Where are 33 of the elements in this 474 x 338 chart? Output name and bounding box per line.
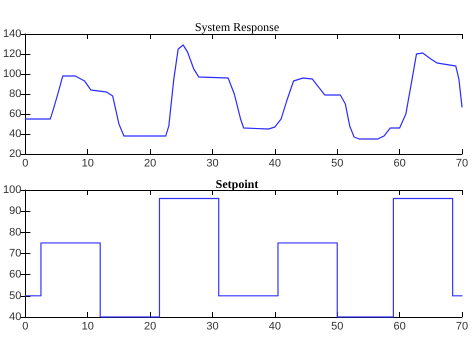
- x-tick-label: 40: [268, 158, 281, 170]
- y-tick-label: 100: [2, 184, 22, 196]
- y-tick-label: 100: [2, 68, 22, 80]
- x-tick-label: 10: [82, 320, 94, 332]
- y-tick-label: 40: [9, 128, 22, 140]
- x-tick-label: 70: [456, 320, 468, 332]
- chart-title: System Response: [194, 20, 280, 34]
- y-tick-label: 50: [9, 290, 22, 302]
- x-tick-label: 20: [144, 158, 156, 170]
- x-tick-label: 40: [268, 320, 281, 332]
- x-tick-label: 20: [144, 320, 156, 332]
- y-tick-label: 70: [9, 248, 22, 260]
- y-tick-label: 120: [2, 48, 22, 60]
- x-tick-label: 60: [393, 158, 406, 170]
- y-tick-label: 140: [2, 28, 22, 40]
- x-tick-label: 30: [206, 158, 219, 170]
- y-tick-label: 80: [9, 88, 22, 100]
- chart-title: Setpoint: [216, 177, 258, 191]
- x-tick-label: 0: [22, 320, 28, 332]
- y-tick-label: 80: [9, 226, 22, 238]
- y-tick-label: 20: [9, 148, 22, 160]
- x-tick-label: 60: [393, 320, 406, 332]
- x-tick-label: 50: [331, 320, 344, 332]
- x-tick-label: 10: [82, 158, 94, 170]
- y-tick-label: 90: [9, 205, 22, 218]
- line-series: [24, 44, 463, 140]
- x-tick-label: 0: [22, 158, 28, 170]
- x-tick-label: 30: [206, 320, 219, 332]
- y-tick-label: 40: [9, 311, 22, 323]
- y-tick-label: 60: [9, 268, 22, 281]
- y-tick-label: 60: [9, 108, 22, 120]
- x-tick-label: 50: [331, 158, 344, 170]
- x-tick-label: 70: [456, 158, 468, 170]
